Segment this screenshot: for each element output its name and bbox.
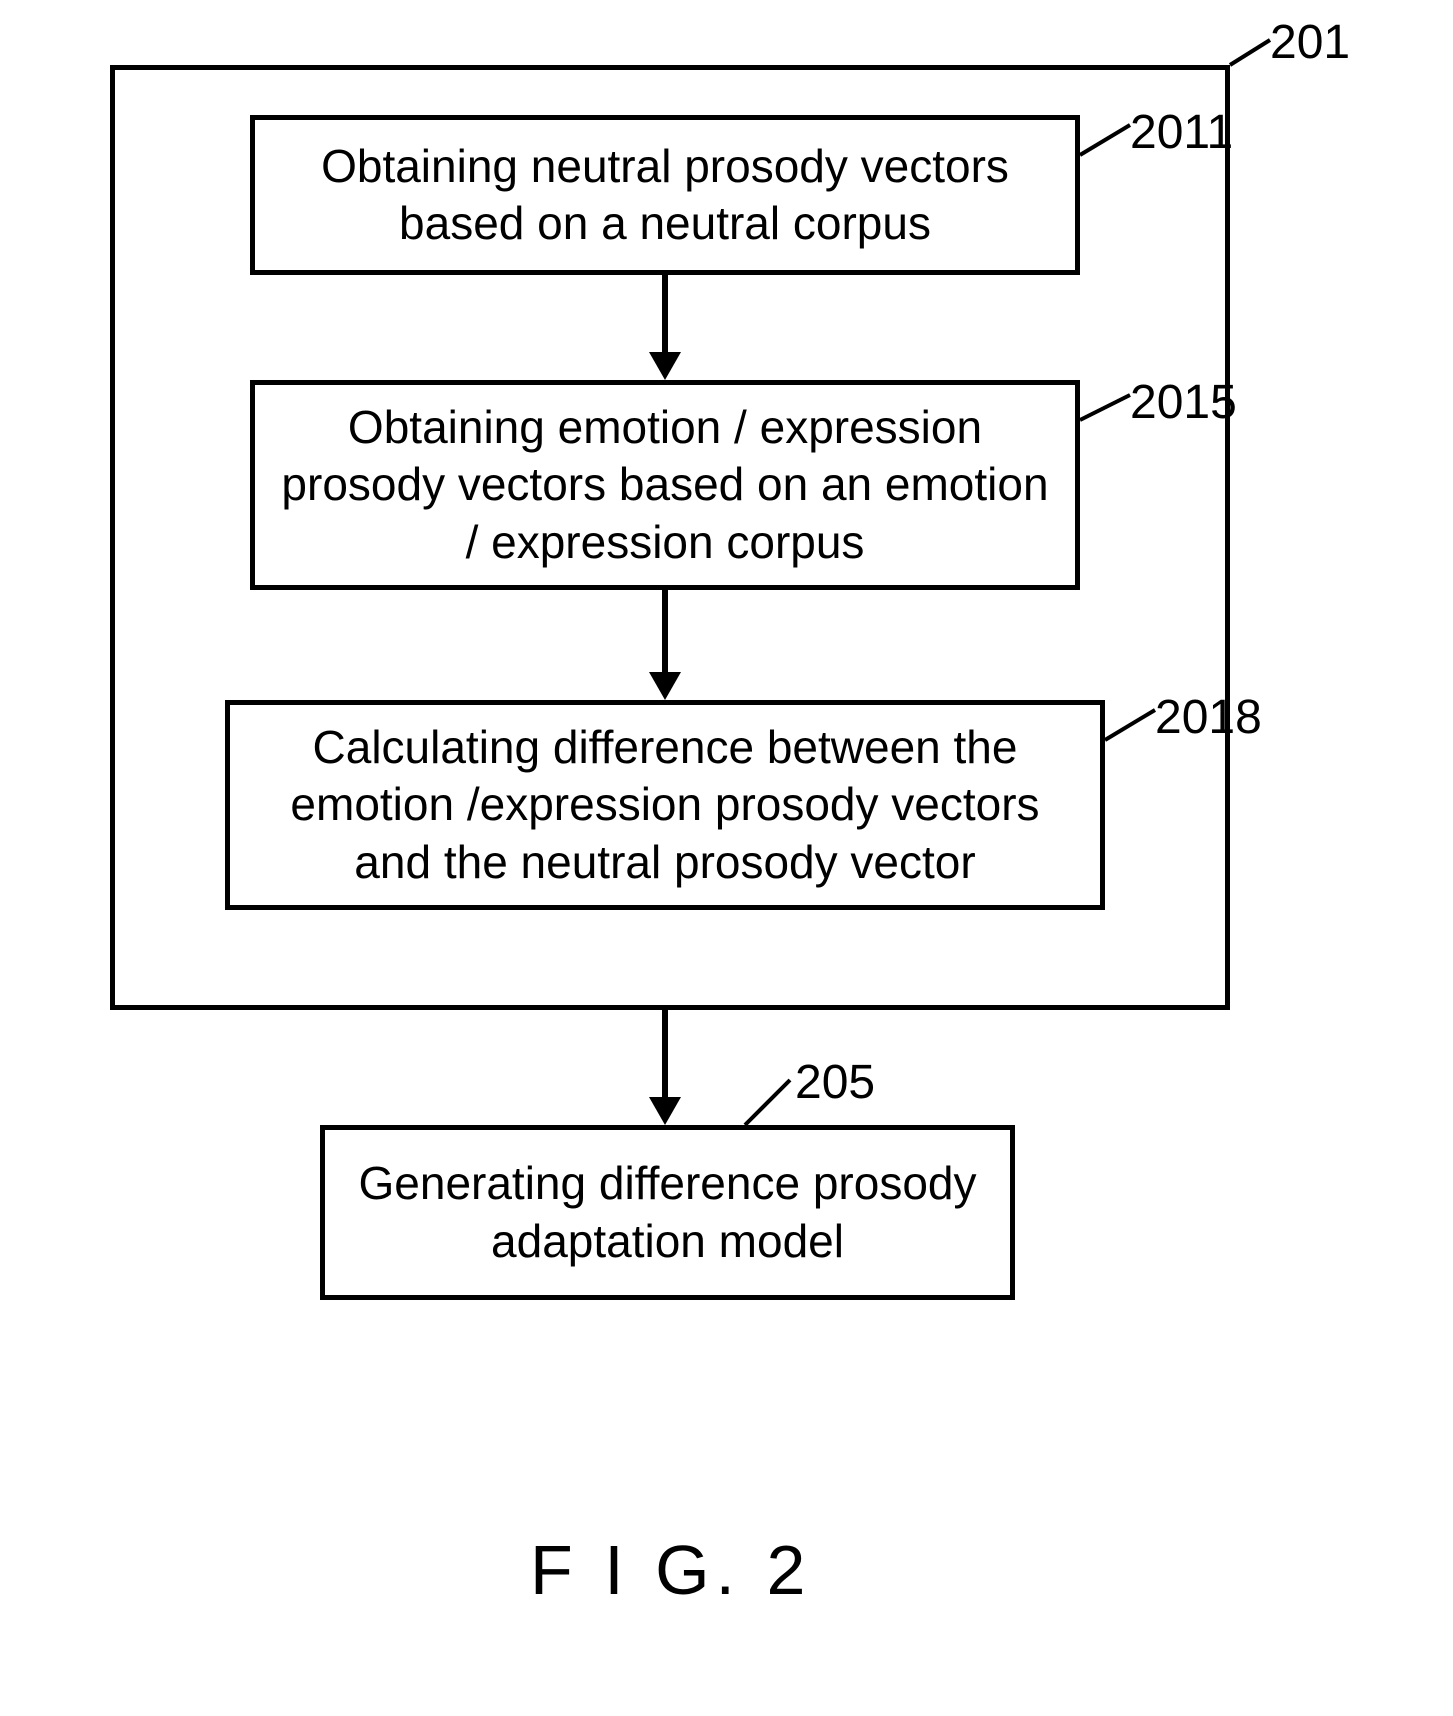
step-2011: Obtaining neutral prosody vectors based … [250,115,1080,275]
ref-2018: 2018 [1155,690,1262,745]
ref-205: 205 [795,1055,875,1110]
step-2018: Calculating difference between the emoti… [225,700,1105,910]
step-205-text: Generating difference prosody adaptation… [345,1155,990,1270]
ref-201: 201 [1270,15,1350,70]
diagram-canvas: Obtaining neutral prosody vectors based … [0,0,1453,1716]
step-2011-text: Obtaining neutral prosody vectors based … [275,138,1055,253]
arrow-2011-2015 [645,275,685,380]
step-2018-text: Calculating difference between the emoti… [250,719,1080,892]
ref-2015: 2015 [1130,375,1237,430]
step-2015: Obtaining emotion / expression prosody v… [250,380,1080,590]
ref-2011: 2011 [1130,105,1233,160]
step-2015-text: Obtaining emotion / expression prosody v… [275,399,1055,572]
arrow-2015-2018 [645,590,685,700]
figure-caption: F I G. 2 [530,1530,811,1610]
step-205: Generating difference prosody adaptation… [320,1125,1015,1300]
arrow-2018-205 [645,1010,685,1125]
